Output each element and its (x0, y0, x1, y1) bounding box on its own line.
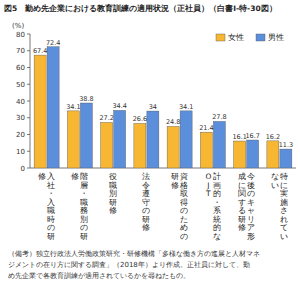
y-tick-label: 30 (16, 114, 25, 122)
data-label: 26.6 (133, 115, 147, 123)
legend-label: 女性 (228, 33, 244, 42)
x-tick-label: 役職別研修 (109, 172, 117, 215)
y-axis-label: (%) (12, 22, 24, 30)
bar (80, 103, 92, 168)
x-tick-label-char: 修 (109, 206, 117, 215)
bar (34, 55, 46, 168)
note: （備考）独立行政法人労働政策研究・研修機構「多様な働き方の進展と人材マネジメント… (8, 250, 260, 280)
x-tick-label: 法令遵守の研修 (142, 172, 150, 232)
data-label: 34.1 (179, 103, 193, 111)
legend-swatch (216, 34, 225, 41)
data-label: 11.3 (279, 141, 293, 149)
y-tick (27, 168, 30, 169)
bar (234, 141, 246, 168)
y-tick (27, 34, 30, 35)
y-tick-label: 60 (16, 64, 25, 72)
y-tick (27, 84, 30, 85)
y-tick-label: 40 (16, 98, 25, 106)
y-tick (27, 67, 30, 68)
x-tick-label: 計画的・系統的なOJT (205, 172, 221, 241)
x-tick-label-char: 形 (247, 232, 255, 241)
x-tick-label-char: 研 (80, 232, 88, 241)
data-label: 34.4 (112, 102, 126, 110)
x-tick-label-char: い (271, 181, 279, 190)
legend-label: 男性 (268, 33, 284, 42)
data-label: 38.8 (79, 95, 93, 103)
title: 図5 勤め先企業における教育訓練の適用状況（正社員）（白書Ⅰ-特-30図） (4, 3, 277, 13)
data-label: 27.8 (212, 113, 226, 121)
x-tick-label-char: 研 (47, 232, 55, 241)
data-label: 16.2 (266, 133, 280, 141)
y-tick (27, 117, 30, 118)
bar (101, 122, 113, 168)
bars (34, 47, 292, 168)
bar (267, 141, 279, 168)
bar (167, 126, 179, 168)
y-tick (27, 134, 30, 135)
x-tick-label-char: 修 (238, 223, 246, 232)
x-tick-label: 特に実施されていない (271, 172, 288, 241)
bar (180, 111, 192, 168)
y-tick-label: 20 (16, 131, 25, 139)
legend-swatch (256, 34, 265, 41)
data-label: 21.4 (199, 124, 213, 132)
data-labels: 67.472.434.138.827.234.426.63424.834.121… (33, 39, 293, 149)
bar (200, 132, 212, 168)
x-tick-label-char: T (205, 189, 211, 198)
y-tick-label: 70 (16, 47, 25, 55)
y-tick-label: 80 (16, 31, 25, 39)
x-tick-label: 階層・職務別の研修 (71, 172, 88, 241)
bar (47, 47, 59, 168)
y-tick-label: 0 (21, 165, 25, 173)
x-tick-label-char: い (280, 232, 288, 241)
y-tick (27, 151, 30, 152)
data-label: 27.2 (99, 114, 113, 122)
y-tick-label: 10 (16, 148, 25, 156)
x-tick-label-char: の (180, 232, 188, 241)
bar (134, 123, 146, 168)
x-tick-label-char: 修 (171, 181, 179, 190)
x-tick-label-char: 修 (142, 223, 150, 232)
x-tick-label-char: 修 (38, 172, 46, 181)
data-label: 34.1 (66, 103, 80, 111)
bar (280, 149, 292, 168)
x-tick-label: 今後のキャリア形成に関する研修 (238, 172, 255, 241)
y-tick (27, 101, 30, 102)
x-tick-label: 入社・入職時の研修 (38, 172, 55, 241)
data-label: 16.7 (245, 132, 259, 140)
note-line: め先企業で各教育訓練が適用されているかを尋ねたもの。 (8, 271, 190, 280)
chart: 図5 勤め先企業における教育訓練の適用状況（正社員）（白書Ⅰ-特-30図） (%)… (0, 0, 300, 299)
x-tick-label-char: 修 (71, 172, 79, 181)
note-line: ジメントの在り方に関する調査」（2018年）より作成。正社員に対して、勤 (8, 261, 250, 269)
bar (213, 121, 225, 168)
legend: 女性 男性 (216, 33, 284, 42)
data-label: 34 (149, 103, 157, 111)
y-tick-label: 50 (16, 81, 25, 89)
data-label: 67.4 (33, 47, 47, 55)
bar (114, 110, 126, 168)
bar (147, 111, 159, 168)
bar (247, 140, 259, 168)
data-label: 72.4 (46, 39, 60, 47)
note-line: （備考）独立行政法人労働政策研究・研修機構「多様な働き方の進展と人材マネ (8, 250, 260, 258)
bar (67, 111, 79, 168)
x-tick-label-char: な (213, 232, 221, 241)
x-tick-label: 資格取得のための研修 (171, 172, 188, 241)
y-tick (27, 50, 30, 51)
data-label: 24.8 (166, 118, 180, 126)
